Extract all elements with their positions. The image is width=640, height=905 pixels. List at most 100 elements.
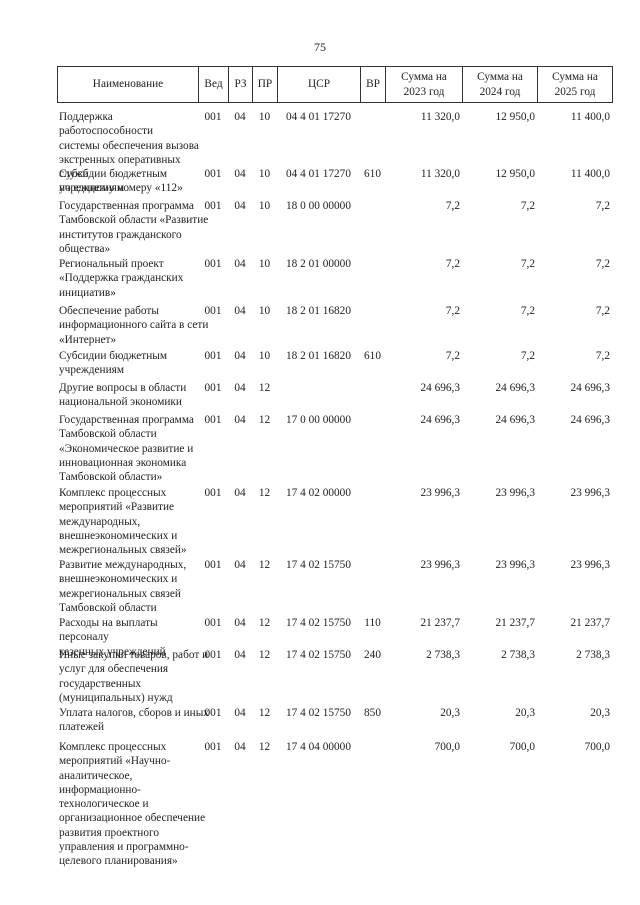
cell: 12 (258, 649, 271, 661)
header-cell: Вед (198, 66, 229, 103)
cell: 001 (204, 707, 222, 719)
cell: 7,2 (520, 350, 535, 362)
cell: 001 (204, 414, 222, 426)
cell: 001 (204, 617, 222, 629)
cell: 7,2 (445, 350, 460, 362)
cell: 12 (258, 617, 271, 629)
cell: 240 (364, 649, 381, 661)
cell: 7,2 (520, 258, 535, 270)
cell: 12 950,0 (495, 168, 535, 180)
row-name: Другие вопросы в области национальной эк… (59, 382, 187, 409)
cell: 04 4 01 17270 (286, 111, 351, 123)
cell: 12 (258, 487, 271, 499)
row-name: Иные закупки товаров, работ и услуг для … (59, 649, 209, 704)
header-cell: ВР (360, 66, 386, 103)
header-cell: ЦСР (277, 66, 361, 103)
cell: 23 996,3 (570, 487, 610, 499)
cell: 12 (258, 707, 271, 719)
cell: 700,0 (434, 741, 460, 753)
cell: 17 4 02 15750 (286, 559, 351, 571)
cell: 04 (234, 649, 246, 661)
cell: 21 237,7 (495, 617, 535, 629)
cell: 04 (234, 741, 246, 753)
cell: 001 (204, 350, 222, 362)
cell: 21 237,7 (420, 617, 460, 629)
cell: 10 (258, 168, 271, 180)
row-name: Развитие международных, внешнеэкономичес… (59, 559, 187, 614)
cell: 04 (234, 559, 246, 571)
cell: 12 (258, 559, 271, 571)
cell: 12 950,0 (495, 111, 535, 123)
cell: 24 696,3 (570, 382, 610, 394)
cell: 24 696,3 (420, 382, 460, 394)
cell: 17 4 04 00000 (286, 741, 351, 753)
cell: 10 (258, 350, 271, 362)
row-name: Поддержка работоспособности системы обес… (59, 111, 199, 195)
cell: 001 (204, 559, 222, 571)
cell: 23 996,3 (495, 559, 535, 571)
cell: 21 237,7 (570, 617, 610, 629)
cell: 001 (204, 649, 222, 661)
cell: 04 (234, 617, 246, 629)
cell: 700,0 (584, 741, 610, 753)
cell: 04 (234, 258, 246, 270)
cell: 001 (204, 741, 222, 753)
cell: 20,3 (590, 707, 610, 719)
cell: 04 (234, 487, 246, 499)
cell: 10 (258, 305, 271, 317)
cell: 04 (234, 707, 246, 719)
row-name: Государственная программа Тамбовской обл… (59, 414, 194, 484)
cell: 17 0 00 00000 (286, 414, 351, 426)
cell: 2 738,3 (576, 649, 610, 661)
row-name: Комплекс процессных мероприятий «Научно-… (59, 741, 206, 868)
cell: 001 (204, 487, 222, 499)
cell: 17 4 02 15750 (286, 617, 351, 629)
cell: 17 4 02 15750 (286, 649, 351, 661)
cell: 850 (364, 707, 381, 719)
cell: 001 (204, 200, 222, 212)
cell: 12 (258, 741, 271, 753)
cell: 20,3 (440, 707, 460, 719)
cell: 610 (364, 350, 381, 362)
row-name: Комплекс процессных мероприятий «Развити… (59, 487, 187, 557)
header-cell: Сумма на 2024 год (462, 66, 538, 103)
cell: 12 (258, 382, 271, 394)
row-name: Уплата налогов, сборов и иных платежей (59, 707, 209, 734)
cell: 610 (364, 168, 381, 180)
cell: 11 400,0 (570, 111, 610, 123)
cell: 04 (234, 111, 246, 123)
header-cell: Сумма на 2023 год (385, 66, 463, 103)
cell: 04 (234, 350, 246, 362)
header-cell: ПР (252, 66, 278, 103)
page-number: 75 (314, 40, 326, 54)
cell: 7,2 (595, 258, 610, 270)
cell: 700,0 (509, 741, 535, 753)
cell: 18 2 01 16820 (286, 350, 351, 362)
cell: 001 (204, 258, 222, 270)
cell: 23 996,3 (495, 487, 535, 499)
cell: 24 696,3 (570, 414, 610, 426)
cell: 7,2 (520, 200, 535, 212)
header-cell: Сумма на 2025 год (537, 66, 613, 103)
cell: 23 996,3 (570, 559, 610, 571)
cell: 17 4 02 00000 (286, 487, 351, 499)
cell: 7,2 (595, 350, 610, 362)
cell: 7,2 (595, 305, 610, 317)
cell: 10 (258, 200, 271, 212)
cell: 24 696,3 (420, 414, 460, 426)
cell: 04 (234, 414, 246, 426)
cell: 11 320,0 (420, 111, 460, 123)
cell: 04 (234, 382, 246, 394)
cell: 001 (204, 382, 222, 394)
row-name: Региональный проект «Поддержка гражданск… (59, 258, 184, 299)
row-name: Государственная программа Тамбовской обл… (59, 200, 209, 255)
header-cell: Наименование (57, 66, 199, 103)
cell: 24 696,3 (495, 382, 535, 394)
cell: 04 4 01 17270 (286, 168, 351, 180)
cell: 23 996,3 (420, 559, 460, 571)
cell: 04 (234, 168, 246, 180)
cell: 7,2 (445, 305, 460, 317)
cell: 20,3 (515, 707, 535, 719)
cell: 7,2 (445, 258, 460, 270)
